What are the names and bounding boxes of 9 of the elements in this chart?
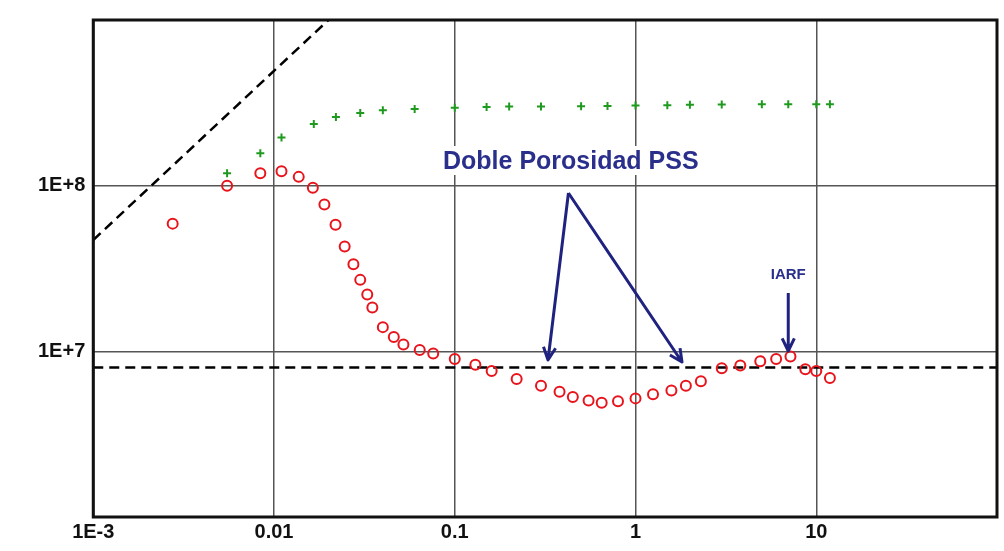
- x-tick-label: 0.1: [440, 519, 469, 542]
- annotation: Doble Porosidad PSS: [443, 146, 699, 175]
- y-tick-label: 1E+7: [38, 338, 86, 361]
- x-tick-label: 1: [629, 519, 642, 542]
- x-tick-label: 10: [805, 519, 828, 542]
- x-tick-label: 1E-3: [72, 519, 115, 542]
- x-tick-label: 0.01: [254, 519, 294, 542]
- y-tick-label: 1E+8: [38, 173, 86, 196]
- annotation: IARF: [770, 265, 806, 283]
